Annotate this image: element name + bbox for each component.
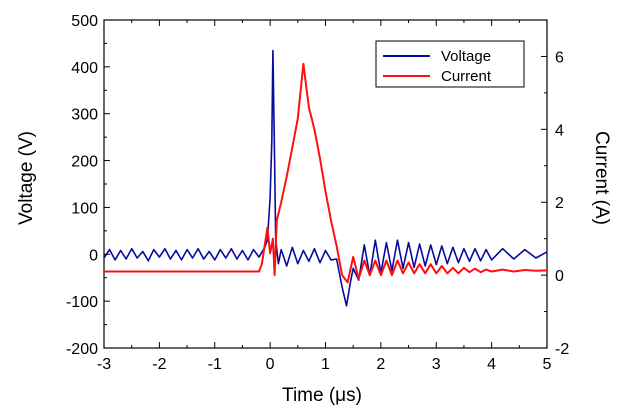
legend-label-voltage: Voltage [441,48,491,65]
legend: Voltage Current [376,41,524,87]
y2-tick-label: 2 [555,195,564,212]
y-tick-label: 200 [71,154,98,171]
y-tick-label: -200 [66,341,98,358]
series-line-voltage [104,51,547,306]
y-tick-label: 0 [89,247,98,264]
y-axis-title: Voltage (V) [16,131,37,225]
y2-tick-label: 6 [555,49,564,66]
y2-tick-label: 0 [555,268,564,285]
x-tick-label: 2 [376,356,385,373]
y-tick-label: 100 [71,200,98,217]
y2-axis-title: Current (A) [591,131,612,225]
x-axis-title: Time (μs) [282,385,362,406]
y2-tick-label: -2 [555,341,569,358]
x-tick-label: 3 [432,356,441,373]
x-tick-label: -2 [152,356,166,373]
series-layer [104,51,547,306]
x-tick-label: 0 [266,356,275,373]
x-tick-label: -1 [208,356,222,373]
legend-label-current: Current [441,68,492,85]
y-tick-label: 500 [71,13,98,30]
y-tick-label: -100 [66,294,98,311]
y-tick-label: 300 [71,107,98,124]
y2-tick-label: 4 [555,122,564,139]
series-line-current [104,64,547,283]
x-tick-label: 1 [321,356,330,373]
x-tick-label: 4 [487,356,496,373]
y-tick-label: 400 [71,60,98,77]
x-tick-label: 5 [543,356,552,373]
x-tick-label: -3 [97,356,111,373]
